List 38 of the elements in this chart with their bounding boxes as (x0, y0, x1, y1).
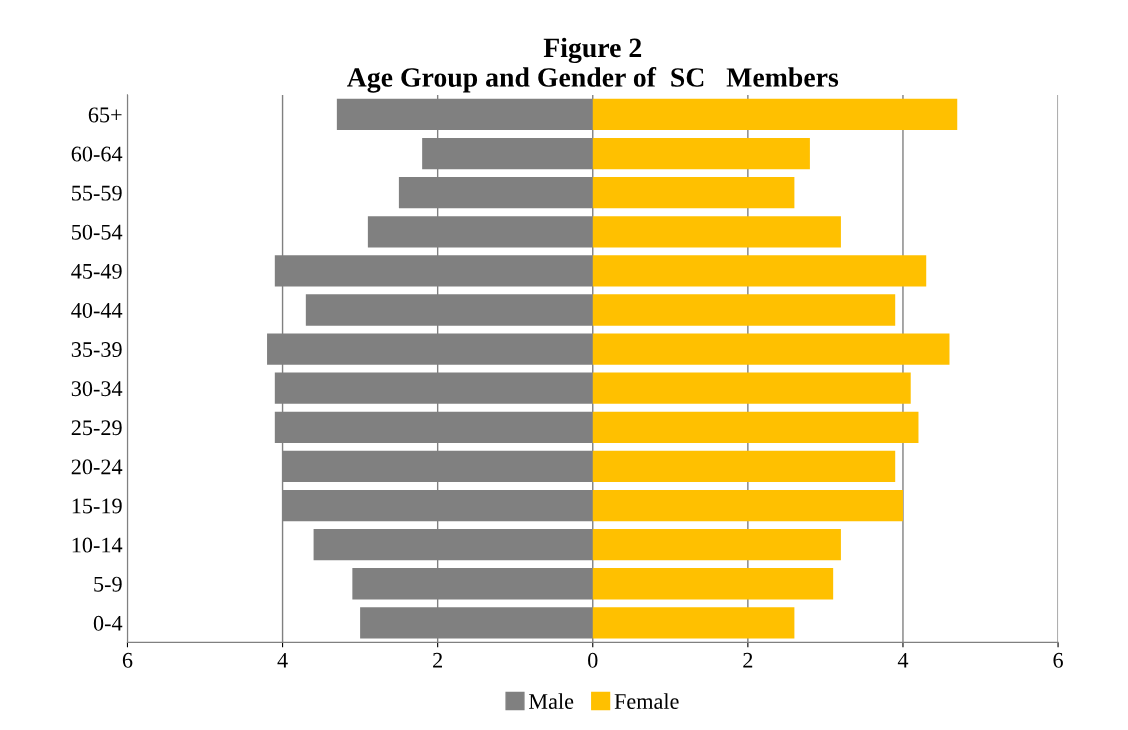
x-tick-label: 2 (743, 652, 753, 668)
x-tick-label: 2 (433, 652, 442, 668)
bar (592, 607, 795, 639)
y-tick-label: 55-59 (72, 185, 122, 201)
y-tick-label: 5-9 (94, 576, 122, 592)
bar (592, 255, 927, 287)
legend-label: Male (528, 693, 574, 709)
y-tick-label: 20-24 (71, 459, 123, 475)
y-tick-label: 15-19 (72, 498, 122, 514)
legend-label: Female (614, 693, 679, 709)
y-tick-label: 50-54 (72, 224, 123, 240)
bar (592, 450, 896, 483)
y-tick-label: 35-39 (71, 342, 122, 358)
bar (592, 489, 903, 522)
x-tick-label: 4 (897, 652, 909, 668)
bar (592, 372, 911, 404)
y-tick-label: 60-64 (71, 146, 123, 162)
y-tick-label: 65+ (88, 107, 122, 123)
bar (592, 98, 958, 131)
chart-title: Figure 2 Age Group and Gender of SC Members (347, 37, 839, 93)
bar (592, 216, 841, 248)
y-tick-label: 25-29 (71, 420, 122, 436)
x-tick-label: 0 (588, 652, 598, 668)
x-tick-label: 6 (1053, 652, 1063, 668)
bar (592, 333, 950, 365)
bar (592, 411, 919, 443)
y-tick-label: 10-14 (72, 537, 123, 553)
bar (592, 137, 810, 170)
bar (592, 528, 841, 561)
y-tick-label: 40-44 (71, 302, 123, 318)
y-tick-label: 0-4 (93, 615, 123, 631)
bar (592, 294, 896, 326)
x-tick-label: 4 (277, 652, 288, 668)
y-tick-label: 45-49 (71, 263, 122, 279)
bar (592, 568, 834, 600)
bar (592, 177, 795, 209)
x-tick-label: 6 (122, 652, 133, 668)
y-tick-label: 30-34 (71, 381, 123, 397)
